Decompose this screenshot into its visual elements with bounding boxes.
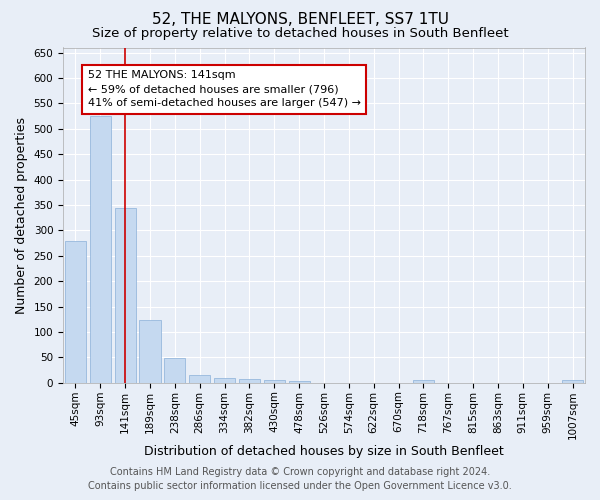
Text: Size of property relative to detached houses in South Benfleet: Size of property relative to detached ho… (92, 28, 508, 40)
Bar (214, 378, 235, 383)
Bar (189, 375, 210, 383)
Bar (139, 320, 161, 383)
Text: 52 THE MALYONS: 141sqm
← 59% of detached houses are smaller (796)
41% of semi-de: 52 THE MALYONS: 141sqm ← 59% of detached… (88, 70, 361, 108)
Bar (264, 380, 285, 383)
Y-axis label: Number of detached properties: Number of detached properties (15, 116, 28, 314)
Bar (562, 380, 583, 383)
Bar (65, 240, 86, 383)
Bar (289, 381, 310, 383)
Text: 52, THE MALYONS, BENFLEET, SS7 1TU: 52, THE MALYONS, BENFLEET, SS7 1TU (151, 12, 449, 28)
Text: Contains HM Land Registry data © Crown copyright and database right 2024.
Contai: Contains HM Land Registry data © Crown c… (88, 467, 512, 491)
Bar (164, 358, 185, 383)
Bar (239, 378, 260, 383)
Bar (413, 380, 434, 383)
Bar (90, 116, 111, 383)
Bar (115, 208, 136, 383)
X-axis label: Distribution of detached houses by size in South Benfleet: Distribution of detached houses by size … (144, 444, 504, 458)
